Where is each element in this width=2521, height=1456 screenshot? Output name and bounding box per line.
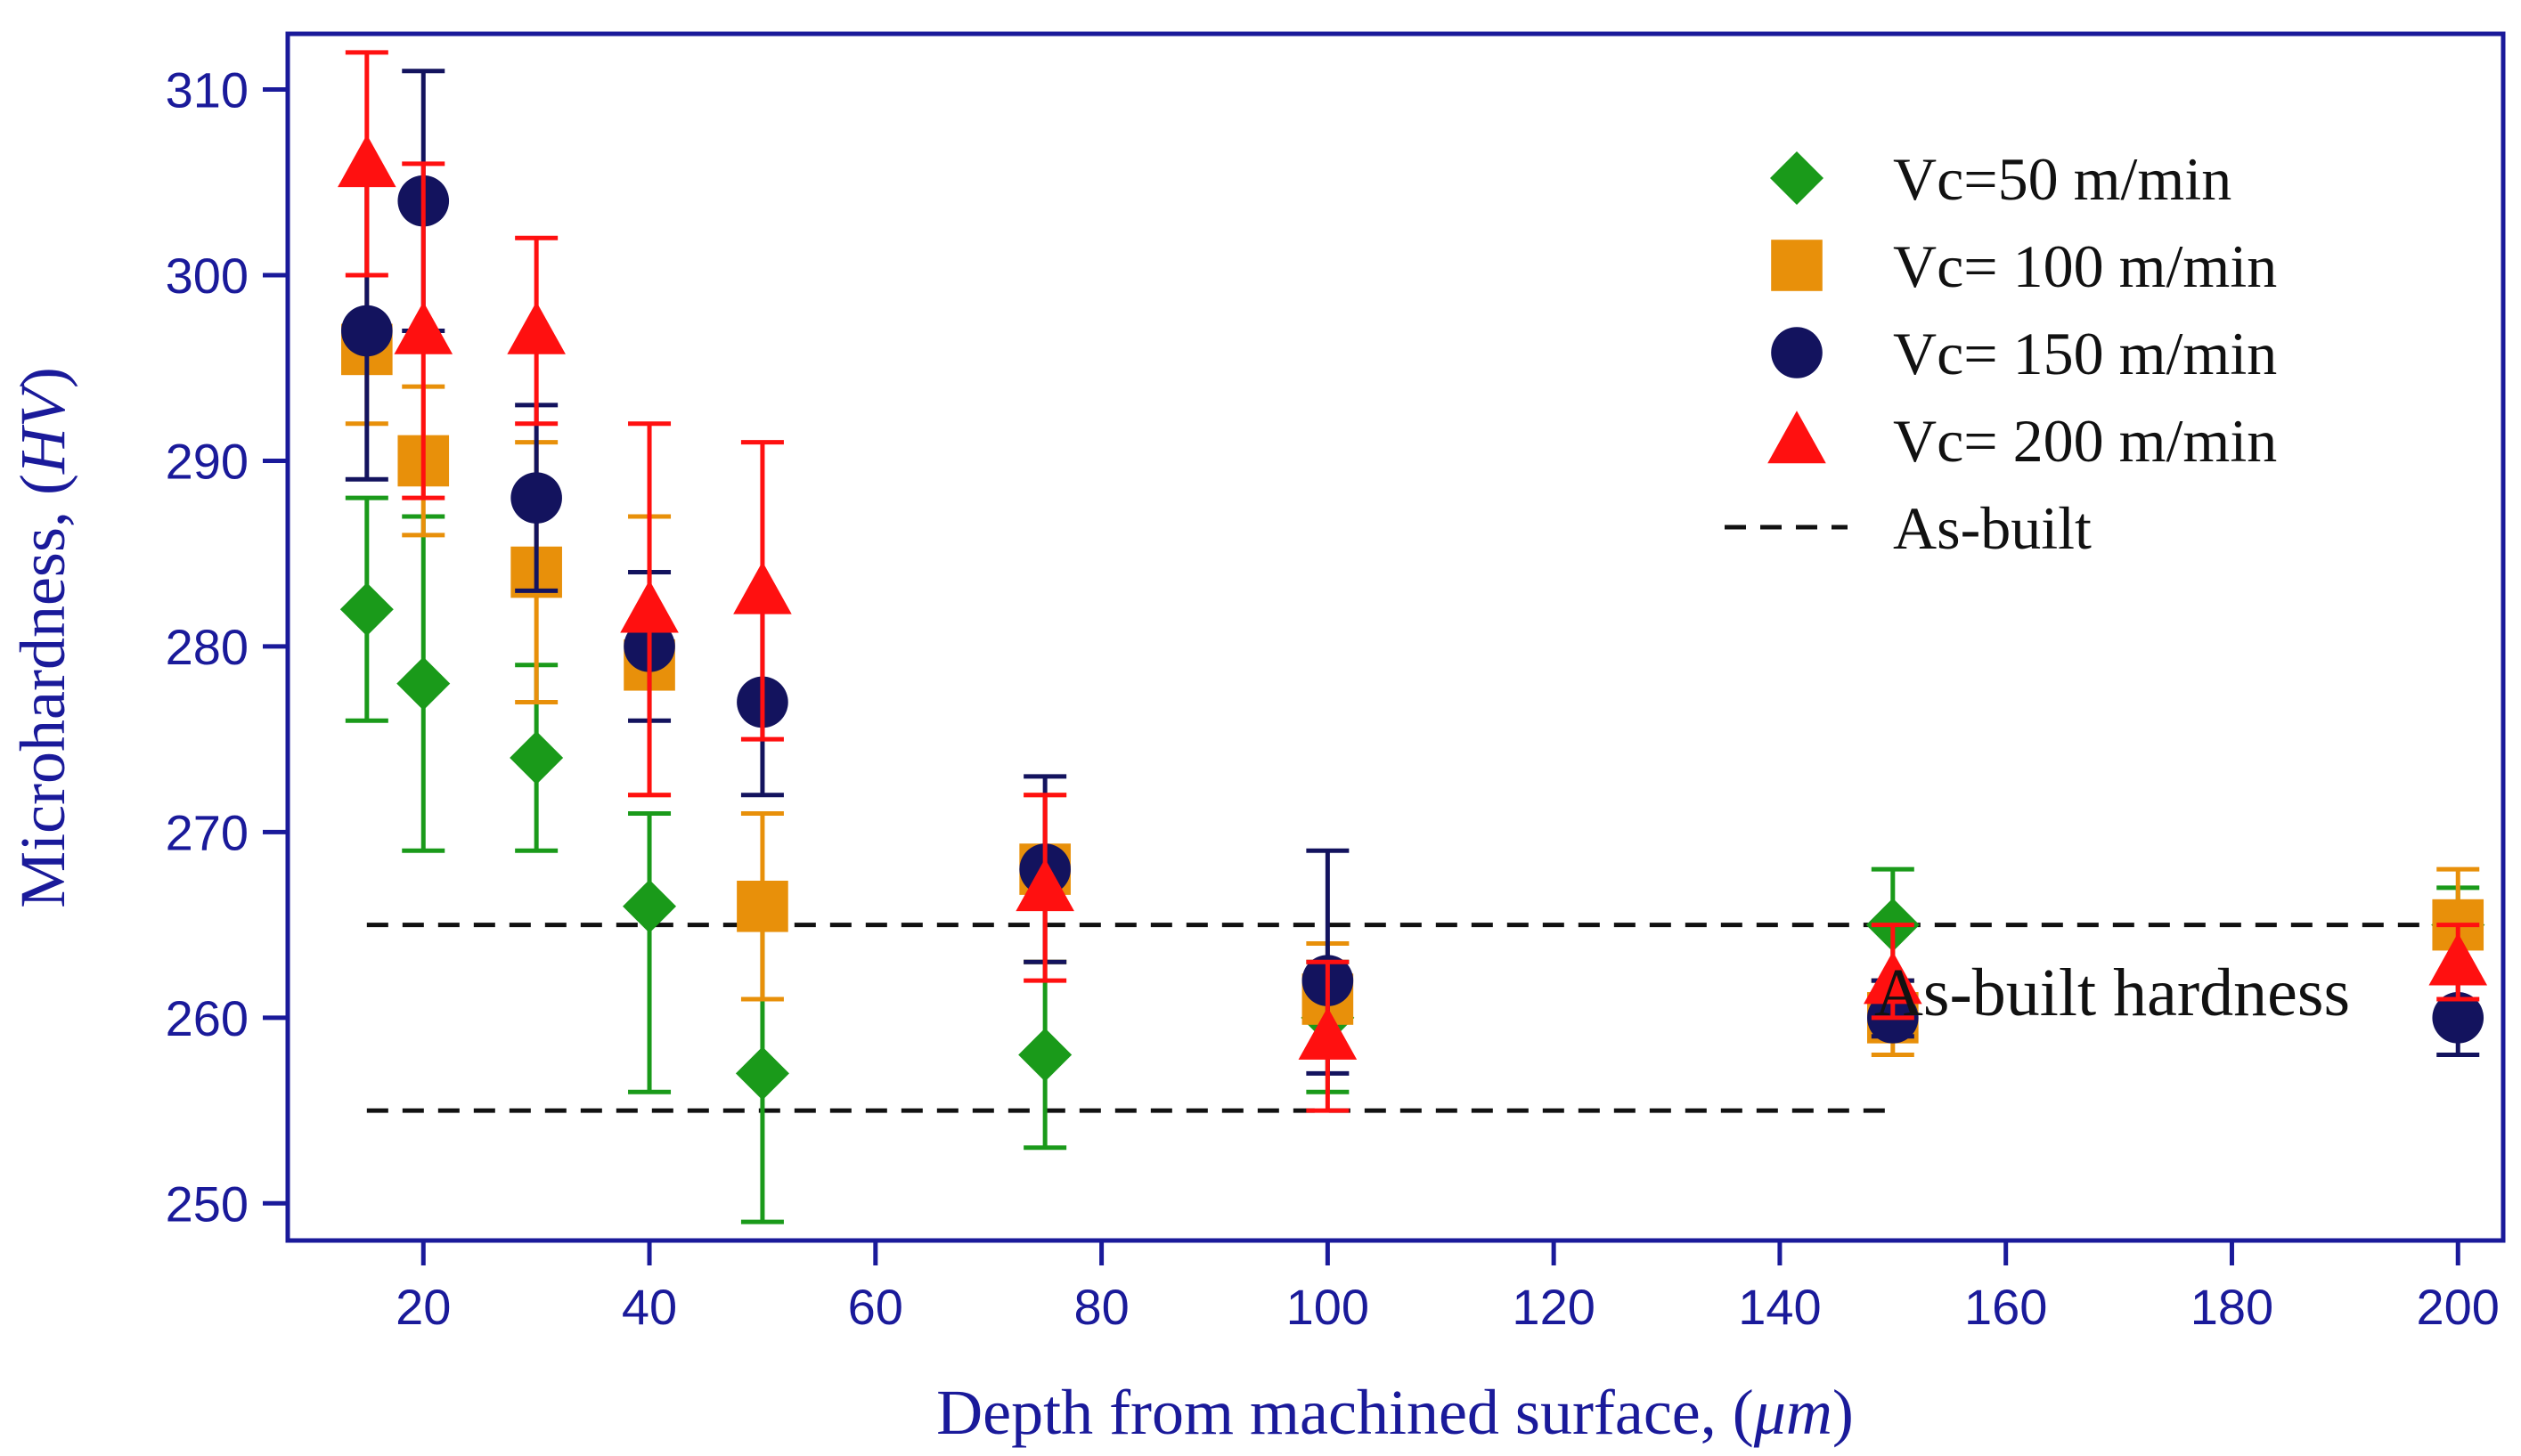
- y-tick-label: 250: [166, 1175, 249, 1232]
- data-point: [1298, 1006, 1358, 1060]
- legend-label-2: Vc= 100 m/min: [1893, 232, 2277, 300]
- y-tick-label: 290: [166, 433, 249, 489]
- x-tick-label: 20: [396, 1279, 451, 1335]
- x-tick-label: 140: [1738, 1279, 1821, 1335]
- y-tick-label: 260: [166, 990, 249, 1046]
- data-series: [338, 50, 2488, 1224]
- legend-marker-3: [1771, 327, 1823, 378]
- y-tick-label: 300: [166, 248, 249, 304]
- y-axis-label: Microhardness, (HV): [7, 367, 78, 908]
- series-4: [338, 50, 2488, 1113]
- x-tick-label: 60: [848, 1279, 903, 1335]
- data-point: [620, 580, 679, 633]
- x-axis-label: Depth from machined surface, (μm): [936, 1377, 1854, 1448]
- x-tick-label: 80: [1073, 1279, 1129, 1335]
- legend-marker-1: [1770, 151, 1823, 205]
- x-tick-label: 200: [2417, 1279, 2500, 1335]
- legend-marker-2: [1771, 240, 1823, 291]
- data-point: [1864, 951, 1922, 1005]
- data-point: [1018, 1028, 1073, 1082]
- data-point: [735, 1046, 789, 1101]
- legend-label-1: Vc=50 m/min: [1893, 145, 2231, 213]
- x-tick-label: 180: [2191, 1279, 2273, 1335]
- data-point: [396, 656, 451, 711]
- legend-label-3: Vc= 150 m/min: [1893, 320, 2277, 387]
- legend-marker-4: [1767, 411, 1826, 464]
- legend: Vc=50 m/min Vc= 100 m/min Vc= 150 m/min Vc=…: [1725, 145, 2277, 562]
- data-point: [507, 301, 566, 354]
- x-axis-ticks: 20 40 60 80 100 120 140 160 180 200: [396, 1240, 2500, 1335]
- plot-frame: [285, 31, 2506, 1243]
- y-tick-label: 280: [166, 619, 249, 675]
- data-point: [733, 561, 792, 614]
- x-tick-label: 120: [1512, 1279, 1595, 1335]
- data-point: [1016, 858, 1074, 912]
- legend-label-as-built: As-built: [1893, 494, 2092, 562]
- as-built-hardness-annotation: As-built hardness: [1874, 956, 2350, 1030]
- x-tick-label: 160: [1964, 1279, 2047, 1335]
- data-point: [394, 301, 453, 354]
- x-tick-label: 40: [622, 1279, 677, 1335]
- y-tick-label: 270: [166, 804, 249, 860]
- y-tick-label: 310: [166, 62, 249, 118]
- data-point: [338, 134, 396, 188]
- data-point: [737, 880, 788, 932]
- data-point: [510, 731, 564, 785]
- legend-label-4: Vc= 200 m/min: [1893, 407, 2277, 475]
- reference-lines: [366, 923, 2459, 1113]
- y-axis-ticks: 250 260 270 280 290 300 310: [166, 62, 288, 1232]
- x-tick-label: 100: [1286, 1279, 1369, 1335]
- data-point: [341, 305, 393, 357]
- data-point: [2432, 992, 2484, 1044]
- data-point: [339, 582, 394, 637]
- data-point: [510, 472, 562, 524]
- data-point: [2428, 932, 2488, 986]
- data-point: [623, 879, 677, 933]
